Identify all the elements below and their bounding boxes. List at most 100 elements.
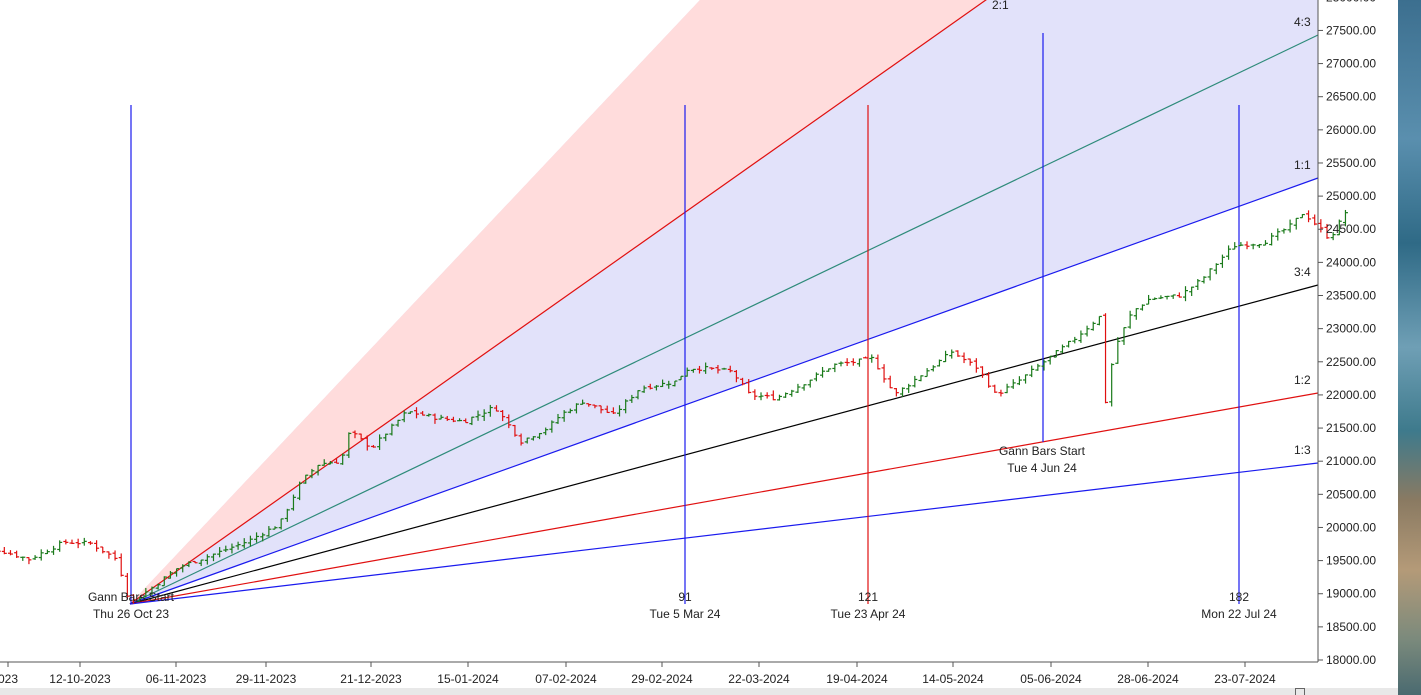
ohlc-bar (647, 383, 653, 390)
ohlc-bar (1109, 363, 1115, 407)
ohlc-bar (543, 427, 549, 436)
ohlc-bar (893, 388, 899, 397)
ohlc-bar (906, 383, 912, 393)
ohlc-bar (500, 410, 506, 422)
ohlc-bar (32, 555, 38, 560)
ohlc-bar (856, 358, 862, 367)
ohlc-bar (1090, 321, 1096, 331)
ohlc-bar (635, 390, 641, 400)
ohlc-bar (272, 526, 278, 530)
ohlc-bar (770, 390, 776, 401)
ohlc-bar (1299, 213, 1305, 219)
ohlc-bar (795, 383, 801, 393)
ohlc-bar (875, 354, 881, 370)
ohlc-bar (112, 550, 118, 561)
ohlc-bar (1226, 245, 1232, 260)
time-marker-bars: 91 (678, 590, 692, 604)
ohlc-bar (0, 550, 1, 552)
ohlc-bar (303, 474, 309, 484)
ohlc-bar (690, 368, 696, 373)
ohlc-bar (1324, 223, 1330, 239)
ohlc-bar (930, 365, 936, 372)
ohlc-bar (1127, 310, 1133, 329)
time-marker-date: Tue 5 Mar 24 (650, 607, 721, 621)
ohlc-bar (1103, 313, 1109, 404)
gann-fill-middle (130, 0, 1318, 604)
ohlc-bar (580, 399, 586, 405)
ohlc-bar (100, 546, 106, 554)
ohlc-bar (260, 532, 266, 542)
ohlc-bar (998, 389, 1004, 397)
ohlc-bar (26, 557, 32, 565)
y-tick-label: 27000.00 (1326, 57, 1376, 71)
ohlc-bar (1238, 242, 1244, 247)
ohlc-bar (297, 481, 303, 501)
ohlc-bar (278, 518, 284, 530)
ohlc-bar (1016, 376, 1022, 386)
ohlc-bar (327, 461, 333, 465)
ohlc-bar (1176, 292, 1182, 298)
ohlc-bar (75, 538, 81, 549)
ohlc-bar (592, 404, 598, 409)
ohlc-bar (623, 399, 629, 414)
ohlc-bar (518, 433, 524, 446)
ohlc-bar (1047, 355, 1053, 365)
ohlc-bar (1139, 304, 1145, 311)
y-tick-label: 23500.00 (1326, 289, 1376, 303)
ohlc-bar (986, 372, 992, 388)
ohlc-bar (137, 597, 143, 602)
second-gann-title: Gann Bars Start (999, 444, 1086, 458)
ohlc-bar (1256, 243, 1262, 248)
ohlc-bar (573, 403, 579, 414)
desktop-background (1398, 0, 1421, 695)
x-tick-label: 22-03-2024 (728, 672, 790, 686)
ohlc-bar (395, 419, 401, 427)
resize-corner-icon[interactable] (1295, 688, 1305, 695)
ohlc-bar (961, 352, 967, 364)
ohlc-bar (174, 568, 180, 577)
ohlc-bar (186, 561, 192, 568)
y-tick-label: 19000.00 (1326, 587, 1376, 601)
ohlc-bar (106, 551, 112, 559)
ohlc-bar (820, 366, 826, 378)
ohlc-bar (1269, 232, 1275, 246)
ohlc-bar (389, 423, 395, 436)
ohlc-bar (69, 539, 75, 544)
y-tick-label: 20000.00 (1326, 520, 1376, 534)
x-tick-label: 23-07-2024 (1214, 672, 1276, 686)
x-tick-label: 14-05-2024 (922, 672, 984, 686)
ohlc-bar (869, 354, 875, 363)
gann-ratio-label: 4:3 (1294, 15, 1311, 29)
ohlc-bar (315, 464, 321, 476)
ohlc-bar (167, 571, 173, 579)
time-marker-bars: 182 (1229, 590, 1249, 604)
ohlc-bar (180, 564, 186, 573)
ohlc-bar (549, 420, 555, 433)
ohlc-bar (660, 379, 666, 388)
ohlc-bar (204, 554, 210, 565)
ohlc-bar (1035, 363, 1041, 371)
ohlc-bar (450, 416, 456, 423)
y-tick-label: 27500.00 (1326, 23, 1376, 37)
x-tick-label: 06-11-2023 (146, 672, 207, 686)
gann-origin-title: Gann Bars Start (88, 590, 175, 604)
gann-line-3-4 (129, 284, 1319, 605)
ohlc-bar (1072, 336, 1078, 344)
ohlc-bar (666, 380, 672, 389)
ohlc-bar (340, 453, 346, 465)
ohlc-bar (936, 359, 942, 367)
ohlc-bar (1275, 228, 1281, 241)
gann-line-1-1 (129, 177, 1319, 605)
ohlc-bar (1195, 279, 1201, 290)
ohlc-bar (1287, 219, 1293, 233)
ohlc-bar (94, 540, 100, 552)
ohlc-bar (383, 433, 389, 442)
ohlc-bar (87, 541, 93, 545)
ohlc-bar (1146, 294, 1152, 305)
ohlc-bar (617, 405, 623, 417)
x-tick-label: 12-10-2023 (49, 672, 111, 686)
ohlc-bar (1041, 359, 1047, 371)
y-tick-label: 23000.00 (1326, 322, 1376, 336)
